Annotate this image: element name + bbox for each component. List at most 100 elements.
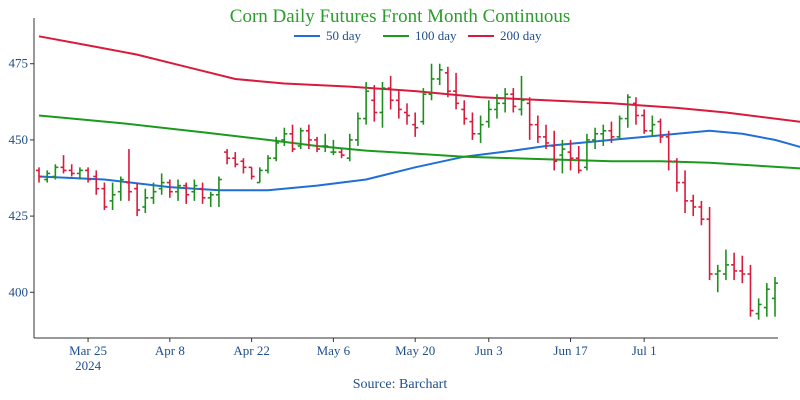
ohlc-bar	[551, 130, 558, 171]
ohlc-bar	[755, 298, 762, 320]
y-tick-label: 425	[9, 208, 29, 223]
ohlc-bar	[387, 75, 394, 110]
ohlc-bar	[567, 139, 574, 171]
ohlc-bar	[763, 283, 770, 317]
ohlc-bar	[682, 170, 689, 214]
ohlc-bar	[232, 152, 239, 168]
series-line-ma100	[38, 114, 800, 170]
series-line-ma200	[38, 35, 800, 123]
ohlc-bar	[346, 133, 353, 162]
source-note: Source: Barchart	[353, 377, 448, 392]
ohlc-bar	[52, 164, 59, 180]
ohlc-bar	[690, 194, 697, 217]
ohlc-bar	[559, 139, 566, 174]
ohlc-bar	[379, 82, 386, 128]
ohlc-bar	[444, 66, 451, 98]
ohlc-bar	[592, 127, 599, 150]
ohlc-bar	[93, 170, 100, 195]
ohlc-bar	[583, 133, 590, 171]
price-bars	[36, 63, 778, 320]
ohlc-bar	[404, 103, 410, 125]
x-tick-label: Jun 3	[475, 343, 503, 358]
y-tick-label: 450	[9, 132, 29, 147]
ohlc-bar	[354, 112, 361, 146]
ohlc-bar	[420, 88, 427, 125]
ohlc-bar	[772, 277, 778, 317]
ohlc-bar	[371, 85, 378, 122]
series-line-ma50	[38, 129, 800, 192]
ohlc-bar	[199, 182, 206, 204]
ohlc-bar	[256, 167, 263, 184]
legend-label-ma200: 200 day	[500, 28, 542, 43]
ohlc-bar	[36, 167, 42, 183]
ohlc-bar	[469, 112, 476, 140]
ohlc-bar	[215, 176, 222, 207]
ohlc-bar	[101, 182, 108, 210]
y-tick-label: 400	[9, 284, 29, 299]
ohlc-bar	[714, 264, 721, 293]
ohlc-bar	[616, 115, 623, 140]
ohlc-bar	[297, 127, 304, 150]
ohlc-bar	[322, 133, 329, 153]
ohlc-bar	[722, 249, 729, 281]
ohlc-bar	[698, 200, 705, 226]
chart-title: Corn Daily Futures Front Month Continuou…	[230, 6, 570, 27]
ohlc-bar	[166, 179, 173, 198]
ohlc-bar	[518, 75, 525, 116]
ohlc-bar	[68, 164, 75, 177]
ohlc-bar	[600, 124, 607, 146]
ohlc-bar	[305, 124, 312, 150]
legend: 50 day 100 day 200 day	[294, 28, 542, 43]
ohlc-bar	[436, 63, 443, 86]
moving-average-lines	[38, 35, 800, 192]
ohlc-bar	[264, 155, 271, 174]
ohlc-bar	[134, 182, 141, 217]
ohlc-bar	[739, 255, 746, 284]
ohlc-bar	[338, 149, 345, 159]
ohlc-bar	[224, 149, 231, 165]
ohlc-bar	[395, 91, 402, 119]
x-tick-label: Jul 1	[632, 343, 657, 358]
ohlc-bar	[706, 206, 713, 281]
ohlc-bar	[649, 115, 656, 137]
y-tick-label: 475	[9, 56, 29, 71]
ohlc-bar	[44, 170, 51, 183]
x-tick-label: Mar 25	[69, 343, 107, 358]
ohlc-bar	[85, 167, 92, 183]
ohlc-bar	[632, 97, 639, 125]
ohlc-bar	[363, 82, 370, 125]
ohlc-bar	[624, 94, 631, 128]
ohlc-bar	[747, 264, 754, 317]
x-tick-label: Jun 17	[553, 343, 588, 358]
ohlc-bar	[117, 176, 124, 201]
ohlc-bar	[240, 158, 247, 174]
ohlc-bar	[248, 166, 255, 180]
ohlc-bar	[207, 191, 214, 207]
ohlc-bar	[575, 146, 582, 174]
ohlc-bar	[109, 182, 116, 210]
ohlc-bar	[273, 136, 280, 162]
ohlc-bar	[665, 130, 672, 171]
x-tick-label: Apr 22	[233, 343, 269, 358]
x-tick-sublabel: 2024	[75, 358, 102, 373]
legend-label-ma100: 100 day	[415, 28, 457, 43]
ohlc-bar	[485, 100, 492, 128]
ohlc-bar	[526, 97, 533, 140]
ohlc-bar	[158, 173, 165, 195]
ohlc-bar	[673, 158, 680, 192]
ohlc-bar	[142, 188, 149, 214]
ohlc-bar	[608, 121, 615, 143]
x-tick-label: Apr 8	[155, 343, 185, 358]
ohlc-bar	[412, 112, 419, 137]
x-tick-label: May 20	[395, 343, 435, 358]
ohlc-bar	[453, 72, 460, 110]
ohlc-bar	[534, 115, 541, 143]
legend-label-ma50: 50 day	[326, 28, 362, 43]
x-tick-label: May 6	[317, 343, 351, 358]
ohlc-bar	[125, 149, 132, 201]
ohlc-bar	[281, 127, 288, 146]
ohlc-bar	[510, 88, 517, 113]
y-ticks: 400 425 450 475	[9, 56, 34, 299]
